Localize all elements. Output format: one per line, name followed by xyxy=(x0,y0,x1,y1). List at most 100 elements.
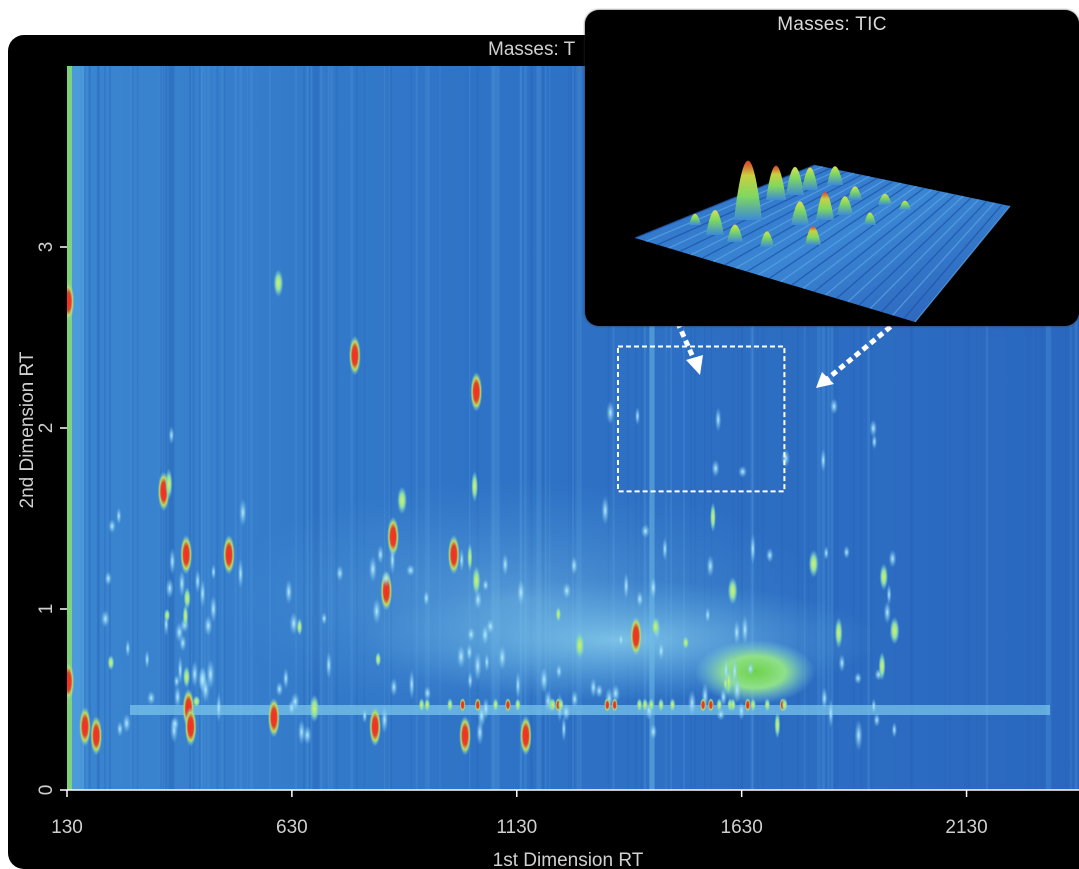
minor-peak xyxy=(377,545,384,565)
stripe xyxy=(780,66,784,790)
minor-peak xyxy=(501,553,509,576)
minor-peak xyxy=(746,661,755,677)
stripe xyxy=(172,66,175,790)
minor-peak xyxy=(888,549,897,568)
minor-peak xyxy=(830,398,839,415)
minor-peak xyxy=(179,634,187,652)
minor-peak xyxy=(854,719,863,752)
peak-mid xyxy=(273,269,284,298)
baseline-peak xyxy=(669,697,676,712)
peak-high xyxy=(387,516,400,557)
surface-ridge xyxy=(780,185,917,283)
zoom-region-box xyxy=(616,345,786,493)
minor-peak xyxy=(750,533,756,565)
minor-peak xyxy=(738,465,748,478)
inset-title: Masses: TIC xyxy=(777,14,887,35)
stripe xyxy=(303,66,306,790)
minor-peak xyxy=(891,721,898,739)
minor-peak xyxy=(473,650,482,682)
minor-peak xyxy=(834,617,843,649)
x-tick-label: 1130 xyxy=(496,817,537,838)
minor-peak xyxy=(282,667,289,690)
minor-peak xyxy=(100,609,110,628)
minor-peak xyxy=(389,544,396,576)
peak-high xyxy=(184,706,197,747)
stripe xyxy=(200,66,203,790)
minor-peak xyxy=(706,554,715,578)
stripe xyxy=(207,66,210,790)
minor-peak xyxy=(164,608,171,622)
minor-peak xyxy=(362,708,368,724)
stripe xyxy=(315,66,318,790)
minor-peak xyxy=(657,642,665,661)
stripe xyxy=(751,66,754,790)
minor-peak xyxy=(714,407,722,432)
stripe xyxy=(837,66,839,790)
surface-peak xyxy=(727,224,743,242)
minor-peak xyxy=(146,690,156,706)
broad-green-peak xyxy=(695,640,815,704)
stripe xyxy=(976,66,978,790)
baseline-peak xyxy=(418,697,425,712)
stripe xyxy=(88,66,91,790)
surface-ridge xyxy=(634,164,816,239)
stripe xyxy=(388,66,391,790)
peak-mid xyxy=(808,549,819,578)
stripe xyxy=(827,66,830,790)
baseline-peak xyxy=(642,697,649,712)
y-tick-label: 0 xyxy=(36,785,57,796)
minor-peak xyxy=(178,569,186,598)
minor-peak xyxy=(662,537,668,562)
minor-peak xyxy=(456,644,466,669)
stripe xyxy=(108,66,112,790)
surface-ridge xyxy=(858,197,972,306)
minor-peak xyxy=(275,681,284,697)
peak-high xyxy=(267,697,280,738)
minor-peak xyxy=(555,606,562,623)
stripe xyxy=(131,66,134,790)
stripe xyxy=(87,66,89,790)
solvent-haze xyxy=(72,66,84,790)
stripe xyxy=(690,66,692,790)
peak-mid xyxy=(574,631,585,660)
minor-peak xyxy=(177,655,183,685)
stripe xyxy=(570,66,573,790)
stripe xyxy=(823,66,826,790)
peak-high xyxy=(459,715,472,756)
stripe xyxy=(1065,66,1068,790)
minor-peak xyxy=(838,653,846,673)
minor-peak xyxy=(781,448,791,468)
stripe xyxy=(312,66,316,790)
stripe xyxy=(627,66,629,790)
peak-high xyxy=(180,534,193,575)
minor-peak xyxy=(883,600,892,625)
stripe xyxy=(306,66,309,790)
stripe xyxy=(987,66,990,790)
baseline-peak xyxy=(744,697,751,712)
minor-peak xyxy=(303,725,312,745)
surface-ridge xyxy=(869,198,980,310)
surface-ridge xyxy=(679,170,847,253)
stripe xyxy=(130,66,133,790)
minor-peak xyxy=(484,652,490,672)
surface-ridge xyxy=(914,205,1011,323)
minor-peak xyxy=(192,695,201,708)
right-arrow-head xyxy=(816,372,834,388)
minor-peak xyxy=(688,689,697,717)
stripe xyxy=(704,66,706,790)
minor-peak xyxy=(486,618,495,635)
minor-peak xyxy=(732,675,742,704)
minor-peak xyxy=(197,666,207,693)
minor-peak xyxy=(423,685,432,701)
minor-peak xyxy=(182,604,189,629)
minor-peak xyxy=(879,563,889,591)
stripe xyxy=(948,66,952,790)
peak-high xyxy=(629,616,642,657)
peak-mid xyxy=(889,616,900,645)
inset-3d-panel: Masses: TIC xyxy=(585,10,1079,326)
stripe xyxy=(1074,66,1078,790)
stripe xyxy=(817,66,819,790)
stripe xyxy=(576,66,579,790)
baseline-peak xyxy=(729,697,736,712)
baseline-peak xyxy=(764,697,771,712)
